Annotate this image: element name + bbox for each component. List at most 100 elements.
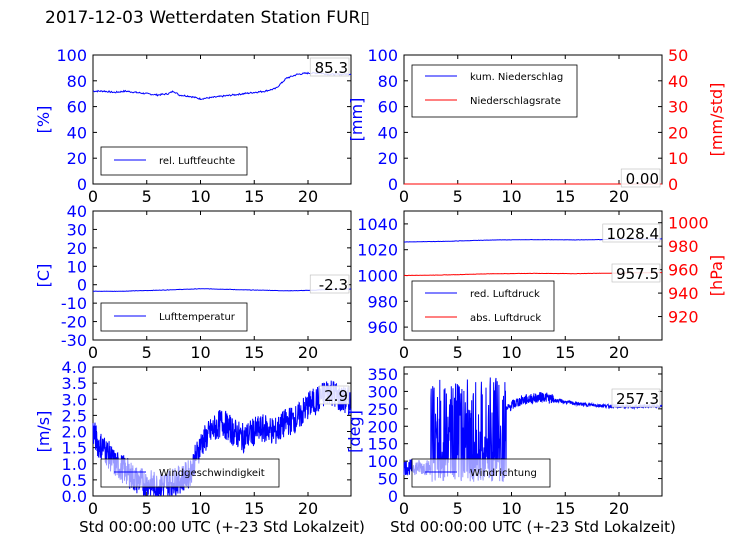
precip-legend: [411, 64, 578, 118]
winddir-ytick-label: 0: [388, 487, 398, 506]
humidity-xtick-label: 5: [142, 187, 152, 206]
precip-xtick-label: 10: [501, 187, 521, 206]
pressure-annotation-box: [602, 223, 661, 243]
temperature-series-0: [92, 288, 352, 293]
pressure-annotation: 1028.4: [607, 225, 660, 243]
temperature-xtick-label: 20: [298, 343, 318, 362]
winddir-xtick-label: 5: [453, 499, 463, 518]
winddir-ytick-label: 350: [367, 365, 398, 384]
pressure-xtick-label: 20: [609, 343, 629, 362]
humidity-annotation-box: [309, 57, 350, 77]
pressure-ytick2-label: 940: [668, 284, 699, 303]
pressure-ytick-label: 1040: [357, 215, 398, 234]
precip-annotation: 0.00: [626, 170, 659, 188]
humidity-ytick-label: 40: [67, 123, 87, 142]
precip-legend-label: kum. Niederschlag: [470, 72, 563, 83]
winddir-xtick-label: 15: [555, 499, 575, 518]
humidity-ylabel: [%]: [34, 106, 53, 134]
precip-ylabel: [mm]: [347, 98, 366, 142]
winddir-annotation-box: [611, 388, 661, 408]
humidity-xtick-label: 15: [244, 187, 264, 206]
temperature-legend-label: Lufttemperatur: [159, 312, 236, 323]
precip-ytick-label: 40: [378, 123, 398, 142]
humidity-xtick-label: 0: [88, 187, 98, 206]
humidity-legend: [100, 146, 248, 176]
winddir-ylabel: [deg]: [345, 410, 364, 453]
pressure-legend-label: red. Luftdruck: [470, 289, 540, 300]
windspeed-annotation-box: [319, 385, 350, 405]
winddir-legend: [411, 458, 551, 488]
temperature-ylabel: [C]: [34, 264, 53, 288]
precip-ytick-label: 100: [367, 46, 398, 65]
temperature-ytick-label: 40: [67, 202, 87, 221]
windspeed-xtick-label: 0: [88, 499, 98, 518]
precip-ytick-label: 60: [378, 98, 398, 117]
pressure-ylabel2: [hPa]: [707, 255, 726, 296]
precip-xtick-label: 15: [555, 187, 575, 206]
windspeed-xtick-label: 20: [298, 499, 318, 518]
pressure-annotation-box: [611, 263, 661, 283]
windspeed-series-0: [92, 380, 352, 496]
pressure-ytick-label: 980: [367, 292, 398, 311]
windspeed-ytick-label: 2.0: [62, 423, 87, 442]
pressure-ytick-label: 960: [367, 318, 398, 337]
precip-ytick-label: 20: [378, 149, 398, 168]
precip-ylabel2: [mm/std]: [707, 83, 726, 157]
pressure-legend-label: abs. Luftdruck: [470, 313, 541, 324]
xlabel-right: Std 00:00:00 UTC (+-23 Std Lokalzeit): [390, 518, 676, 536]
winddir-annotation: 257.3: [616, 390, 659, 408]
windspeed-xtick-label: 10: [190, 499, 210, 518]
windspeed-annotation: 2.9: [324, 387, 348, 405]
humidity-legend-label: rel. Luftfeuchte: [159, 156, 235, 167]
windspeed-xtick-label: 5: [142, 499, 152, 518]
precip-annotation-box: [620, 168, 661, 188]
pressure-legend: [411, 280, 555, 332]
humidity-ytick-label: 60: [67, 98, 87, 117]
humidity-annotation: 85.3: [315, 59, 348, 77]
temperature-annotation: -2.3: [319, 276, 348, 294]
pressure-xtick-label: 10: [501, 343, 521, 362]
precip-xtick-label: 20: [609, 187, 629, 206]
pressure-ytick2-label: 980: [668, 237, 699, 256]
precip-xtick-label: 0: [399, 187, 409, 206]
precip-ytick2-label: 0: [668, 175, 678, 194]
windspeed-ylabel: [m/s]: [34, 411, 53, 453]
temperature-legend: [100, 302, 248, 332]
windspeed-xtick-label: 15: [244, 499, 264, 518]
pressure-xtick-label: 15: [555, 343, 575, 362]
pressure-ytick-label: 1020: [357, 241, 398, 260]
humidity-ytick-label: 20: [67, 149, 87, 168]
winddir-ytick-label: 300: [367, 382, 398, 401]
precip-xtick-label: 5: [453, 187, 463, 206]
winddir-xtick-label: 0: [399, 499, 409, 518]
humidity-frame: [92, 54, 352, 185]
pressure-ytick2-label: 920: [668, 308, 699, 327]
winddir-ytick-label: 250: [367, 400, 398, 419]
temperature-ytick-label: 20: [67, 239, 87, 258]
humidity-series-0: [92, 71, 352, 101]
windspeed-ytick-label: 3.5: [62, 374, 87, 393]
windspeed-ytick-label: 0.5: [62, 471, 87, 490]
temperature-ytick-label: -20: [61, 313, 87, 332]
humidity-ytick-label: 0: [77, 175, 87, 194]
humidity-ytick-label: 100: [56, 46, 87, 65]
temperature-ytick-label: 0: [77, 276, 87, 295]
pressure-ytick2-label: 1000: [668, 214, 709, 233]
temperature-ytick-label: 30: [67, 220, 87, 239]
xlabel-left: Std 00:00:00 UTC (+-23 Std Lokalzeit): [79, 518, 365, 536]
winddir-legend-label: Windrichtung: [470, 468, 537, 479]
winddir-xtick-label: 10: [501, 499, 521, 518]
temperature-xtick-label: 5: [142, 343, 152, 362]
windspeed-ytick-label: 1.0: [62, 455, 87, 474]
temperature-ytick-label: -30: [61, 331, 87, 350]
temperature-xtick-label: 15: [244, 343, 264, 362]
pressure-ytick-label: 1000: [357, 267, 398, 286]
temperature-xtick-label: 0: [88, 343, 98, 362]
figure-title: 2017-12-03 Wetterdaten Station FUR▯: [45, 8, 370, 28]
windspeed-legend: [100, 458, 280, 488]
windspeed-ytick-label: 2.5: [62, 406, 87, 425]
precip-legend-label: Niederschlagsrate: [470, 96, 561, 107]
windspeed-ytick-label: 3.0: [62, 390, 87, 409]
windspeed-ytick-label: 0.0: [62, 487, 87, 506]
